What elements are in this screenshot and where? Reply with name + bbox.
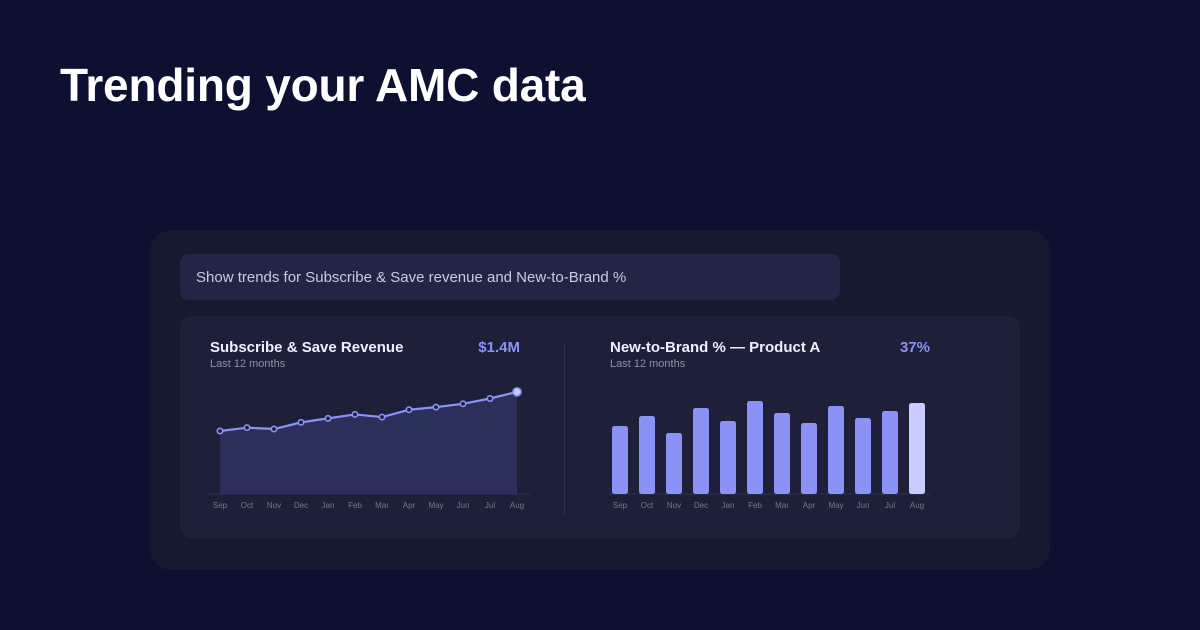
ntb-x-tick: Jan xyxy=(722,501,735,510)
ntb-bar xyxy=(720,421,736,494)
revenue-point xyxy=(512,387,522,397)
ntb-bar xyxy=(747,401,763,494)
revenue-x-tick: Feb xyxy=(348,501,362,510)
revenue-point xyxy=(486,395,494,403)
revenue-x-tick: Dec xyxy=(294,501,308,510)
assistant-panel: Show trends for Subscribe & Save revenue… xyxy=(150,230,1050,570)
revenue-chart-title: Subscribe & Save Revenue xyxy=(210,339,404,356)
ntb-bar xyxy=(639,416,655,494)
ntb-x-tick: Jun xyxy=(857,501,870,510)
revenue-x-tick: Sep xyxy=(213,501,228,510)
revenue-chart-metric: $1.4M xyxy=(478,339,520,356)
revenue-line xyxy=(219,390,518,433)
revenue-chart: Subscribe & Save Revenue $1.4M Last 12 m… xyxy=(180,316,564,538)
revenue-point xyxy=(378,413,386,421)
revenue-x-tick: Jun xyxy=(457,501,470,510)
page-title: Trending your AMC data xyxy=(60,59,586,111)
revenue-x-tick: Nov xyxy=(267,501,281,510)
charts-card: Subscribe & Save Revenue $1.4M Last 12 m… xyxy=(180,316,1020,538)
ntb-bar xyxy=(666,433,682,494)
ntb-bar xyxy=(693,408,709,494)
ntb-bar xyxy=(882,411,898,494)
revenue-x-tick: Mar xyxy=(375,501,389,510)
revenue-point xyxy=(432,403,440,411)
ntb-chart-metric: 37% xyxy=(899,339,930,356)
revenue-chart-subtitle: Last 12 months xyxy=(210,358,286,370)
revenue-x-tick: May xyxy=(428,501,443,510)
ntb-chart-subtitle: Last 12 months xyxy=(610,358,686,370)
revenue-point xyxy=(324,414,332,422)
ntb-x-tick: Jul xyxy=(885,501,895,510)
ntb-bar xyxy=(612,426,628,494)
ntb-bar xyxy=(909,403,925,494)
ntb-bar xyxy=(828,406,844,494)
ntb-bar xyxy=(855,418,871,494)
ntb-x-tick: Dec xyxy=(694,501,708,510)
ntb-x-tick: Sep xyxy=(613,501,628,510)
revenue-point xyxy=(243,424,251,432)
ntb-x-tick: Oct xyxy=(641,501,654,510)
revenue-x-tick: Jan xyxy=(322,501,335,510)
revenue-point xyxy=(297,418,305,426)
ntb-x-tick: Apr xyxy=(803,501,816,510)
revenue-x-tick: Oct xyxy=(241,501,254,510)
revenue-x-tick: Jul xyxy=(485,501,495,510)
revenue-point xyxy=(459,400,467,408)
revenue-x-tick: Aug xyxy=(510,501,524,510)
prompt-input[interactable]: Show trends for Subscribe & Save revenue… xyxy=(180,254,840,300)
ntb-x-tick: Aug xyxy=(910,501,924,510)
revenue-area xyxy=(220,391,517,494)
revenue-point xyxy=(216,427,224,435)
revenue-point xyxy=(405,406,413,414)
ntb-x-tick: Nov xyxy=(667,501,681,510)
ntb-bar-chart: Sep Oct Nov Dec Jan Feb Mar Apr May Jun Jul Aug xyxy=(608,401,930,510)
ntb-chart-title: New-to-Brand % — Product A xyxy=(610,339,821,356)
ntb-x-tick: May xyxy=(828,501,843,510)
chart-divider xyxy=(564,344,565,516)
revenue-line-chart: Sep Oct Nov Dec Jan Feb Mar Apr May Jun Jul Aug xyxy=(208,387,530,510)
ntb-x-tick: Mar xyxy=(775,501,789,510)
revenue-x-tick: Apr xyxy=(403,501,416,510)
revenue-point xyxy=(270,425,278,433)
ntb-x-tick: Feb xyxy=(748,501,762,510)
revenue-point xyxy=(351,410,359,418)
ntb-chart: New-to-Brand % — Product A 37% Last 12 m… xyxy=(580,316,1020,538)
ntb-bar xyxy=(774,413,790,494)
ntb-bar xyxy=(801,423,817,494)
